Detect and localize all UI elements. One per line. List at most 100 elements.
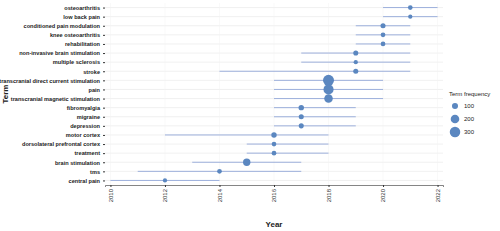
x-tick-label: 2010	[108, 188, 114, 202]
grid-line	[105, 116, 443, 117]
range-line	[274, 116, 356, 117]
y-tick-mark	[103, 80, 105, 81]
y-tick: motor cortex	[66, 132, 105, 138]
y-tick-label: osteoarthritis	[64, 5, 100, 11]
range-line	[274, 125, 356, 126]
x-tick-label: 2014	[217, 188, 223, 202]
grid-line	[164, 3, 165, 185]
x-tick-mark	[110, 185, 111, 187]
plot: 2010201220142016201820202022osteoarthrit…	[0, 3, 444, 202]
point	[380, 23, 385, 28]
grid-line	[105, 71, 443, 72]
point	[324, 94, 333, 103]
y-tick: transcranial direct current stimulation	[0, 78, 105, 84]
legend-point	[452, 103, 458, 109]
y-tick-mark	[103, 8, 105, 9]
y-tick: osteoarthritis	[64, 5, 105, 11]
point	[243, 159, 250, 166]
point	[353, 51, 358, 56]
point	[299, 114, 304, 119]
point	[299, 123, 304, 128]
x-tick-label: 2020	[380, 188, 386, 202]
y-tick-label: tms	[90, 169, 100, 175]
x-tick-mark	[219, 185, 220, 187]
chart: 2010201220142016201820202022osteoarthrit…	[0, 0, 500, 231]
range-line	[165, 134, 329, 135]
x-tick-label: 2018	[326, 188, 332, 202]
x-tick-mark	[438, 185, 439, 187]
legend-label: 200	[464, 116, 475, 122]
y-tick-mark	[103, 153, 105, 154]
y-tick-mark	[103, 26, 105, 27]
y-axis-title: Term	[1, 85, 10, 104]
y-tick: knee osteoarthritis	[50, 32, 105, 38]
legend-title: Term frequency	[449, 91, 490, 97]
y-tick: low back pain	[63, 14, 105, 20]
x-tick-label: 2012	[162, 188, 168, 202]
y-tick-mark	[103, 180, 105, 181]
range-line	[247, 153, 329, 154]
y-tick-label: conditioned pain modulation	[24, 23, 101, 29]
legend-point	[451, 115, 460, 124]
point	[163, 178, 167, 182]
y-tick: transcranial magnetic stimulation	[11, 96, 105, 102]
point	[323, 84, 333, 94]
grid	[105, 3, 443, 185]
y-tick-label: low back pain	[63, 14, 100, 20]
y-tick-label: rehabilitation	[65, 41, 101, 47]
y-tick-mark	[103, 71, 105, 72]
y-tick-label: non-invasive brain stimulation	[19, 50, 100, 56]
x-tick: 2016	[271, 185, 277, 202]
y-tick-mark	[103, 171, 105, 172]
x-tick: 2020	[380, 185, 386, 202]
y-tick-label: knee osteoarthritis	[50, 32, 100, 38]
legend-label: 100	[464, 103, 475, 109]
y-tick-mark	[103, 17, 105, 18]
y-tick-label: multiple sclerosis	[53, 59, 100, 65]
y-tick: conditioned pain modulation	[24, 23, 105, 29]
point	[408, 5, 413, 10]
y-tick-label: fibromyalgia	[67, 105, 101, 111]
point	[299, 105, 304, 110]
y-tick-mark	[103, 126, 105, 127]
y-tick-mark	[103, 135, 105, 136]
x-tick: 2018	[326, 185, 332, 202]
y-tick-mark	[103, 35, 105, 36]
x-axis-line	[106, 186, 444, 188]
point	[353, 69, 358, 74]
grid-line	[219, 3, 220, 185]
point	[323, 75, 334, 86]
legend-label: 300	[464, 129, 475, 135]
x-tick-mark	[329, 185, 330, 187]
point	[408, 15, 412, 19]
y-tick-mark	[103, 62, 105, 63]
y-tick: migraine	[77, 114, 105, 120]
y-tick: central pain	[69, 178, 105, 184]
point	[381, 33, 386, 38]
x-axis-title: Year	[266, 220, 283, 229]
y-tick-label: transcranial magnetic stimulation	[11, 96, 101, 102]
y-tick: fibromyalgia	[67, 105, 105, 111]
grid-line	[105, 171, 443, 172]
y-tick-label: treatment	[75, 150, 101, 156]
y-tick-mark	[103, 89, 105, 90]
x-tick: 2010	[108, 185, 114, 202]
grid-line	[105, 125, 443, 126]
y-tick: depression	[70, 123, 105, 129]
x-axis: 2010201220142016201820202022	[106, 185, 444, 202]
x-tick-mark	[274, 185, 275, 187]
y-tick: tms	[90, 169, 105, 175]
point	[217, 169, 222, 174]
point	[272, 151, 277, 156]
y-tick-label: pain	[89, 87, 101, 93]
point	[354, 60, 358, 64]
y-tick-label: stroke	[83, 69, 100, 75]
range-line	[274, 107, 356, 108]
grid-line	[105, 162, 443, 163]
y-tick-label: brain stimulation	[55, 160, 101, 166]
y-tick-label: depression	[70, 123, 100, 129]
legend-point	[450, 127, 460, 137]
y-tick: treatment	[75, 150, 106, 156]
range-line	[247, 144, 329, 145]
point	[272, 142, 277, 147]
